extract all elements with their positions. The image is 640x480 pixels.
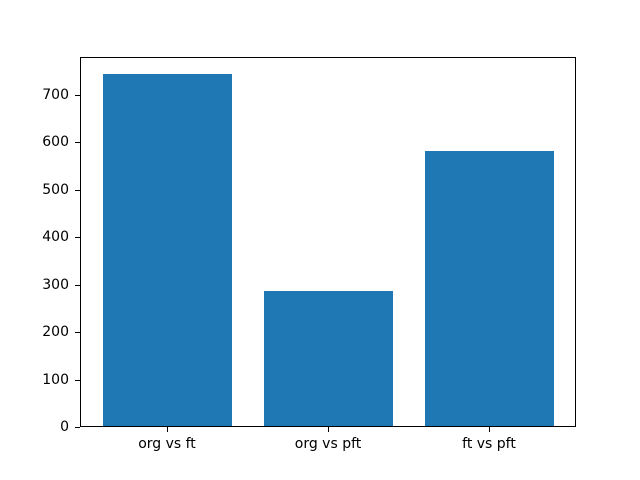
y-tick-label: 500 xyxy=(42,182,69,198)
bar xyxy=(103,74,232,426)
y-tick xyxy=(75,142,80,143)
y-tick xyxy=(75,427,80,428)
y-tick xyxy=(75,190,80,191)
y-tick xyxy=(75,285,80,286)
bar xyxy=(264,291,393,426)
plot-area xyxy=(80,57,576,427)
y-tick-label: 400 xyxy=(42,229,69,245)
x-tick xyxy=(489,427,490,432)
y-tick-label: 700 xyxy=(42,87,69,103)
y-tick-label: 300 xyxy=(42,277,69,293)
y-tick xyxy=(75,332,80,333)
x-tick xyxy=(328,427,329,432)
x-tick xyxy=(167,427,168,432)
x-tick-label: org vs pft xyxy=(294,436,362,452)
y-tick xyxy=(75,95,80,96)
y-tick-label: 0 xyxy=(60,419,69,435)
y-tick-label: 200 xyxy=(42,324,69,340)
y-tick-label: 600 xyxy=(42,134,69,150)
bar xyxy=(425,151,554,426)
x-tick-label: ft vs pft xyxy=(462,436,516,452)
y-tick xyxy=(75,237,80,238)
y-tick xyxy=(75,380,80,381)
y-tick-label: 100 xyxy=(42,372,69,388)
x-tick-label: org vs ft xyxy=(138,436,196,452)
